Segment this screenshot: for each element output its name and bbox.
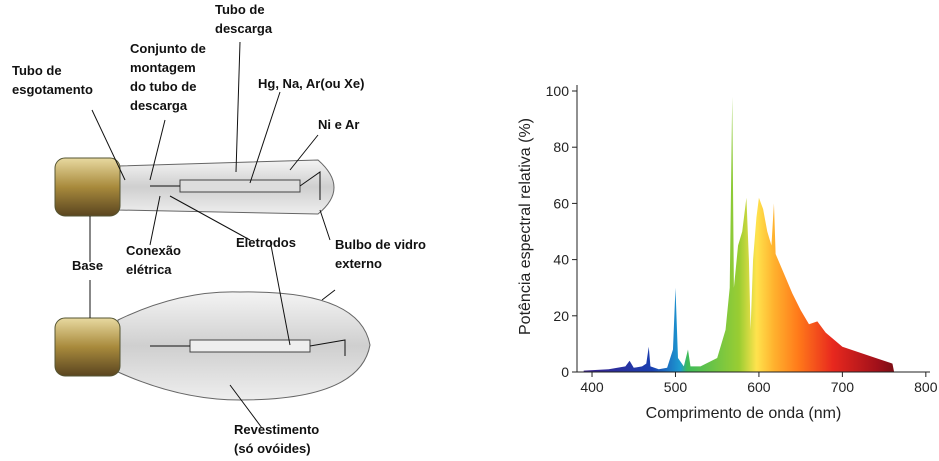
y-tick-label: 80 (553, 139, 569, 155)
label-line: montagem (130, 60, 196, 75)
diagram-labels: Tubo de descarga Conjunto de montagem do tub… (12, 2, 426, 456)
y-tick-label: 60 (553, 195, 569, 211)
x-tick-label: 400 (580, 379, 604, 395)
label-line: Tubo de (215, 2, 265, 17)
spectrum-area (583, 96, 895, 373)
label-line: Bulbo de vidro (335, 237, 426, 252)
leader-lines (89, 41, 336, 429)
label-line: descarga (130, 98, 188, 113)
x-tick-label: 800 (914, 379, 938, 395)
x-tick-label: 700 (831, 379, 855, 395)
label-line: (só ovóides) (234, 441, 311, 456)
label-line: Ni e Ar (318, 117, 359, 132)
y-tick-label: 0 (561, 364, 569, 380)
label-line: Conjunto de (130, 41, 206, 56)
label-line: elétrica (126, 262, 172, 277)
arc-tube-ovoid (189, 339, 311, 353)
frame-ovoid (150, 339, 346, 356)
label-line: esgotamento (12, 82, 93, 97)
frame (150, 171, 321, 200)
label-line: Tubo de (12, 63, 62, 78)
y-tick-label: 100 (546, 83, 570, 99)
label-line: Base (72, 258, 103, 273)
x-tick-label: 600 (747, 379, 771, 395)
label-line: Hg, Na, Ar(ou Xe) (258, 76, 364, 91)
label-line: descarga (215, 21, 273, 36)
arc-tube (179, 179, 301, 193)
label-line: externo (335, 256, 382, 271)
label-line: do tubo de (130, 79, 196, 94)
label-line: Conexão (126, 243, 181, 258)
base-ovoid (54, 317, 121, 377)
y-tick-label: 20 (553, 308, 569, 324)
base (54, 157, 121, 217)
x-axis-title: Comprimento de onda (nm) (646, 405, 842, 422)
y-tick-label: 40 (553, 252, 569, 268)
lamp-drawing (54, 41, 371, 429)
x-tick-label: 500 (664, 379, 688, 395)
label-line: Revestimento (234, 422, 319, 437)
y-axis-title: Potência espectral relativa (%) (517, 118, 534, 335)
spectrum-chart: 0 20 40 60 80 100 400 500 600 700 800 Comprimento d… (517, 83, 938, 422)
label-line: Eletrodos (236, 235, 296, 250)
